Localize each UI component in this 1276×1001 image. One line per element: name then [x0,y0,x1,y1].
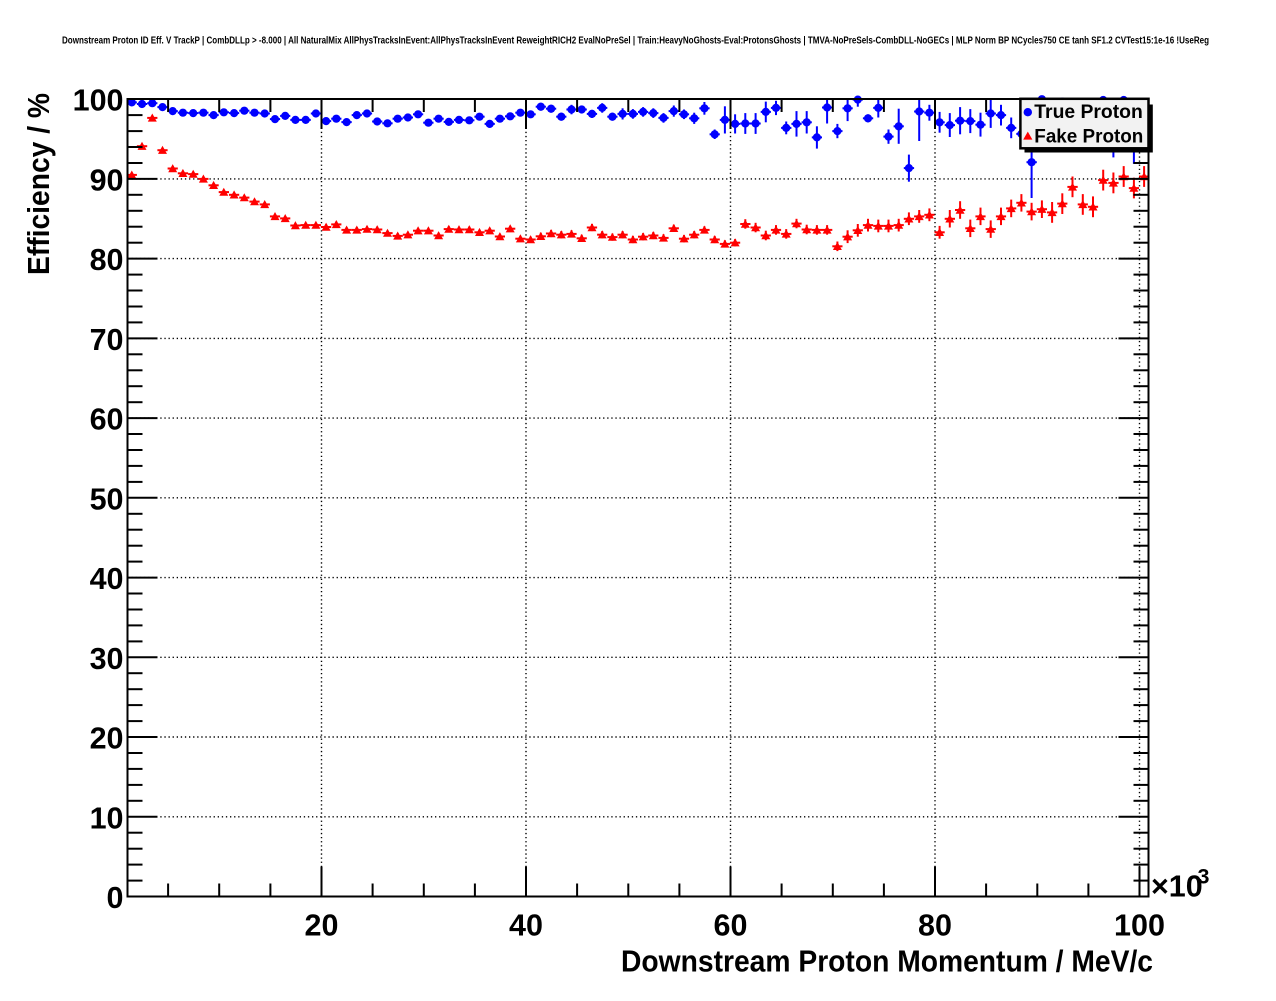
svg-text:50: 50 [90,482,124,516]
svg-text:40: 40 [90,562,124,596]
svg-text:Efficiency / %: Efficiency / % [21,93,56,275]
svg-text:60: 60 [90,403,124,437]
svg-text:80: 80 [918,909,952,943]
svg-text:0: 0 [107,881,124,915]
svg-text:20: 20 [90,722,124,756]
svg-text:60: 60 [714,909,748,943]
svg-text:80: 80 [90,243,124,277]
svg-text:Downstream Proton Momentum / M: Downstream Proton Momentum / MeV/c [621,944,1153,979]
svg-text:30: 30 [90,642,124,676]
svg-text:70: 70 [90,323,124,357]
svg-text:40: 40 [509,909,543,943]
svg-text:Fake Proton: Fake Proton [1034,125,1143,147]
svg-text:True Proton: True Proton [1034,101,1143,123]
svg-text:100: 100 [73,84,124,118]
svg-text:Downstream Proton ID Eff. V Tr: Downstream Proton ID Eff. V TrackP | Com… [62,35,1209,47]
svg-text:90: 90 [90,163,124,197]
svg-text:×10: ×10 [1151,870,1203,904]
svg-text:3: 3 [1198,865,1210,889]
svg-text:100: 100 [1114,909,1165,943]
svg-text:10: 10 [90,801,124,835]
svg-text:20: 20 [305,909,339,943]
